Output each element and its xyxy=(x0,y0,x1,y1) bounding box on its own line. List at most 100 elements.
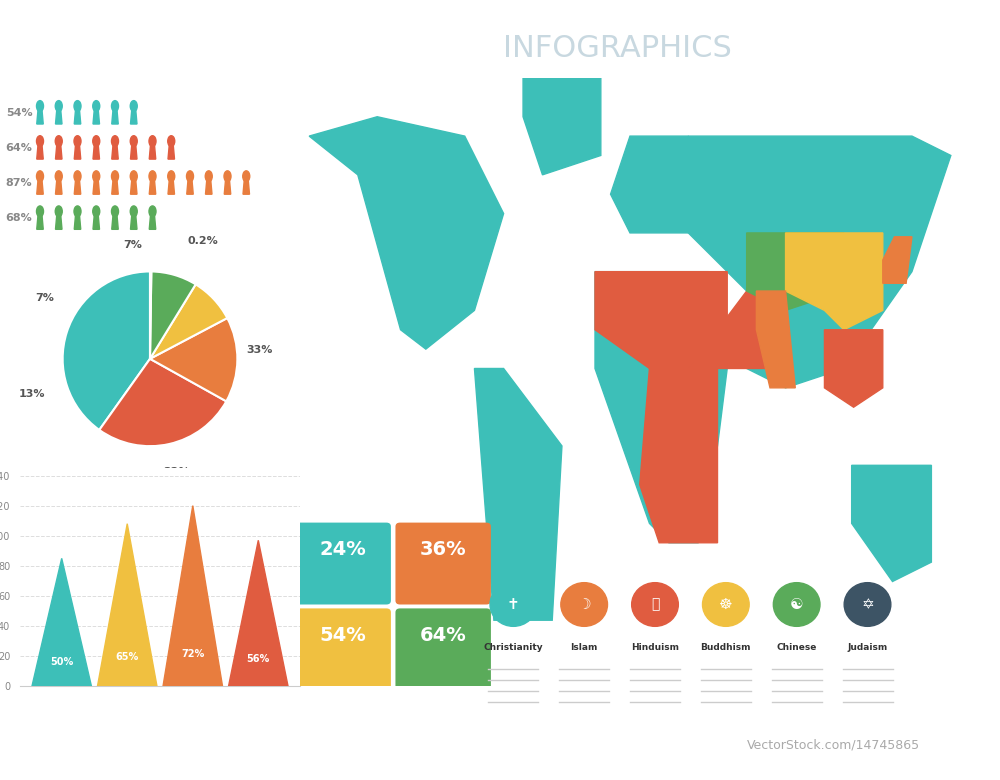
Polygon shape xyxy=(168,180,175,194)
Circle shape xyxy=(55,171,62,182)
Polygon shape xyxy=(747,233,844,310)
Text: Hinduism: Hinduism xyxy=(631,644,679,653)
Polygon shape xyxy=(56,180,62,194)
Circle shape xyxy=(93,101,100,112)
Polygon shape xyxy=(37,215,43,229)
Text: Islam: Islam xyxy=(570,644,598,653)
FancyBboxPatch shape xyxy=(395,523,491,604)
Polygon shape xyxy=(130,145,137,159)
Circle shape xyxy=(74,136,81,147)
Polygon shape xyxy=(56,145,62,159)
Circle shape xyxy=(205,171,212,182)
Polygon shape xyxy=(93,110,100,124)
Circle shape xyxy=(55,136,62,147)
Circle shape xyxy=(561,583,608,626)
Text: 50%: 50% xyxy=(50,658,73,667)
Circle shape xyxy=(74,171,81,182)
Polygon shape xyxy=(32,558,91,686)
Polygon shape xyxy=(56,215,62,229)
Polygon shape xyxy=(130,215,137,229)
Circle shape xyxy=(773,583,820,626)
Circle shape xyxy=(74,206,81,217)
Circle shape xyxy=(112,101,119,112)
Polygon shape xyxy=(130,180,137,194)
Text: ☯: ☯ xyxy=(790,597,803,612)
Polygon shape xyxy=(852,466,931,582)
Circle shape xyxy=(130,171,137,182)
Text: ☽: ☽ xyxy=(577,597,591,612)
Polygon shape xyxy=(187,180,193,194)
Text: 64%: 64% xyxy=(419,626,466,645)
Text: ✡: ✡ xyxy=(861,597,874,612)
Polygon shape xyxy=(206,180,212,194)
Polygon shape xyxy=(309,117,504,349)
Polygon shape xyxy=(56,110,62,124)
Polygon shape xyxy=(786,233,883,330)
Polygon shape xyxy=(688,136,951,388)
Text: 64%: 64% xyxy=(6,144,32,153)
Circle shape xyxy=(844,583,891,626)
Circle shape xyxy=(149,136,156,147)
Polygon shape xyxy=(112,215,118,229)
Polygon shape xyxy=(37,145,43,159)
Polygon shape xyxy=(229,541,288,686)
Circle shape xyxy=(36,101,44,112)
Polygon shape xyxy=(112,180,118,194)
Polygon shape xyxy=(611,136,688,233)
Text: 13%: 13% xyxy=(19,388,45,399)
Circle shape xyxy=(36,171,44,182)
Text: 65%: 65% xyxy=(116,652,139,662)
Text: 56%: 56% xyxy=(247,654,270,665)
Text: 33%: 33% xyxy=(246,345,272,355)
Polygon shape xyxy=(523,78,601,175)
Polygon shape xyxy=(97,523,157,686)
Text: Judaism: Judaism xyxy=(847,644,888,653)
Text: INFOGRAPHICS: INFOGRAPHICS xyxy=(269,34,731,63)
Polygon shape xyxy=(74,180,81,194)
Polygon shape xyxy=(112,145,118,159)
Wedge shape xyxy=(150,285,227,359)
Circle shape xyxy=(36,136,44,147)
Text: VectorStock®: VectorStock® xyxy=(80,737,187,753)
Circle shape xyxy=(130,136,137,147)
Polygon shape xyxy=(824,330,883,407)
Text: 36%: 36% xyxy=(419,541,466,559)
Polygon shape xyxy=(37,180,43,194)
Circle shape xyxy=(149,171,156,182)
Polygon shape xyxy=(640,368,718,543)
Circle shape xyxy=(112,206,119,217)
Text: VectorStock.com/14745865: VectorStock.com/14745865 xyxy=(747,739,920,751)
Circle shape xyxy=(36,206,44,217)
Circle shape xyxy=(243,171,250,182)
Text: ✝: ✝ xyxy=(507,597,520,612)
Circle shape xyxy=(55,206,62,217)
Circle shape xyxy=(112,136,119,147)
Circle shape xyxy=(74,101,81,112)
Polygon shape xyxy=(130,110,137,124)
Text: 68%: 68% xyxy=(6,214,32,223)
Polygon shape xyxy=(74,145,81,159)
Text: WORLD RELIGIONS: WORLD RELIGIONS xyxy=(333,34,667,63)
Circle shape xyxy=(93,206,100,217)
Text: 24%: 24% xyxy=(319,541,366,559)
Circle shape xyxy=(224,171,231,182)
Circle shape xyxy=(130,206,137,217)
Polygon shape xyxy=(93,215,100,229)
Text: ॐ: ॐ xyxy=(651,597,659,612)
Circle shape xyxy=(702,583,749,626)
Polygon shape xyxy=(688,291,776,368)
Text: 22%: 22% xyxy=(163,467,190,477)
Circle shape xyxy=(168,171,175,182)
Polygon shape xyxy=(149,180,156,194)
FancyBboxPatch shape xyxy=(395,608,491,690)
Circle shape xyxy=(93,136,100,147)
Wedge shape xyxy=(150,271,196,359)
Polygon shape xyxy=(37,110,43,124)
Wedge shape xyxy=(99,359,226,446)
Wedge shape xyxy=(150,318,237,402)
Circle shape xyxy=(93,171,100,182)
Text: 0.2%: 0.2% xyxy=(187,236,218,246)
Polygon shape xyxy=(149,215,156,229)
Circle shape xyxy=(632,583,678,626)
Circle shape xyxy=(168,136,175,147)
